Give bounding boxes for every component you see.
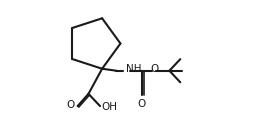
Text: O: O [66, 100, 75, 110]
Text: O: O [138, 99, 146, 109]
Text: OH: OH [102, 102, 118, 112]
Text: NH: NH [126, 64, 142, 74]
Text: O: O [150, 64, 159, 74]
